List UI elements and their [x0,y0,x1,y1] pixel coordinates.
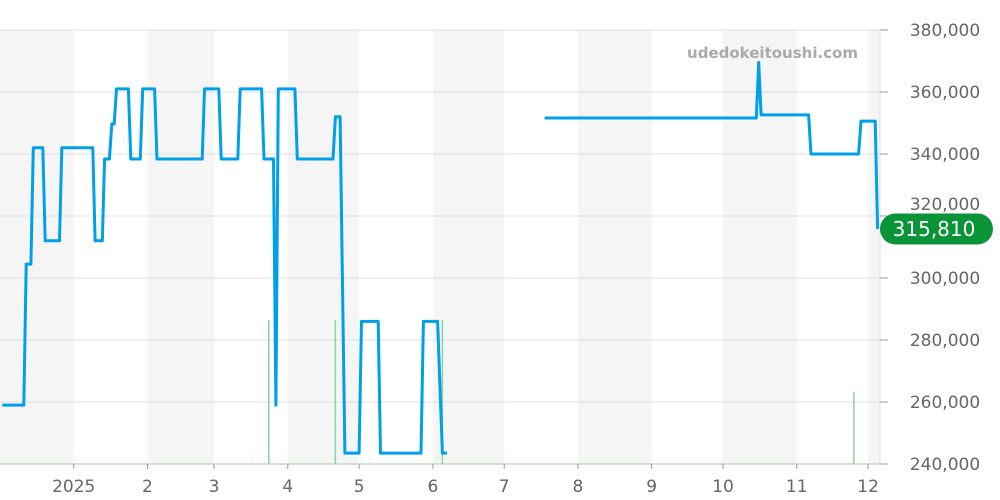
price-line-group [2,61,880,455]
y-tick-label: 260,000 [910,393,980,413]
x-tick-label: 3 [209,477,220,497]
x-axis: 2025 2 3 4 5 6 7 8 9 10 11 12 [52,464,879,497]
x-tick-label: 5 [354,477,365,497]
gridlines [0,29,880,465]
x-tick-label: 11 [786,477,808,497]
month-band [577,30,652,464]
x-tick-label: 8 [573,477,584,497]
y-axis: 240,000 260,000 280,000 300,000 320,000 340,0… [880,21,980,475]
x-tick-label: 10 [712,477,734,497]
last-price-badge: 315,810 [880,213,993,245]
x-tick-label: 2025 [52,477,95,497]
month-band [432,30,505,464]
y-tick-label: 320,000 [910,195,980,215]
x-tick-label: 9 [646,477,657,497]
price-line [2,87,448,455]
y-tick-label: 340,000 [910,145,980,165]
watermark: udedokeitoushi.com [687,44,858,62]
price-line [544,61,880,230]
x-tick-label: 6 [427,477,438,497]
y-tick-label: 240,000 [910,455,980,475]
y-tick-label: 360,000 [910,83,980,103]
x-tick-label: 4 [282,477,293,497]
x-tick-label: 2 [142,477,153,497]
x-tick-label: 12 [857,477,879,497]
x-tick-label: 7 [499,477,510,497]
month-band [0,30,74,464]
last-price-label: 315,810 [893,217,976,241]
y-tick-label: 380,000 [910,21,980,41]
y-tick-label: 300,000 [910,269,980,289]
month-band [287,30,360,464]
y-tick-label: 280,000 [910,331,980,351]
month-band [868,30,880,464]
